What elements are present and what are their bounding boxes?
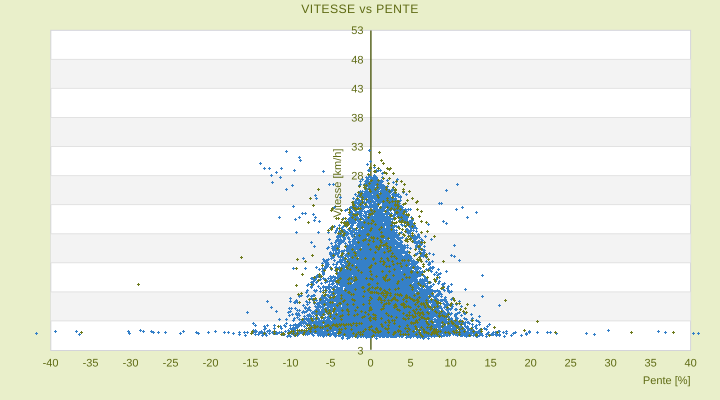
svg-text:28: 28 — [351, 171, 363, 183]
svg-text:40: 40 — [684, 358, 696, 370]
svg-text:30: 30 — [604, 358, 616, 370]
svg-text:10: 10 — [444, 358, 456, 370]
svg-text:Pente [%]: Pente [%] — [643, 375, 691, 387]
svg-text:48: 48 — [351, 54, 363, 66]
svg-text:35: 35 — [644, 358, 656, 370]
svg-text:-30: -30 — [123, 358, 139, 370]
svg-text:3: 3 — [357, 345, 363, 357]
svg-text:5: 5 — [408, 358, 414, 370]
svg-text:20: 20 — [524, 358, 536, 370]
svg-text:0: 0 — [368, 358, 374, 370]
svg-text:VITESSE vs PENTE: VITESSE vs PENTE — [301, 2, 418, 16]
svg-text:15: 15 — [484, 358, 496, 370]
svg-text:38: 38 — [351, 112, 363, 124]
svg-text:-40: -40 — [43, 358, 59, 370]
svg-text:-15: -15 — [243, 358, 259, 370]
svg-text:53: 53 — [351, 25, 363, 37]
svg-text:-10: -10 — [283, 358, 299, 370]
svg-text:-20: -20 — [203, 358, 219, 370]
svg-text:Vitesse [km/h]: Vitesse [km/h] — [332, 149, 344, 218]
svg-text:-5: -5 — [326, 358, 336, 370]
svg-text:43: 43 — [351, 83, 363, 95]
svg-text:-35: -35 — [83, 358, 99, 370]
svg-text:25: 25 — [564, 358, 576, 370]
svg-text:-25: -25 — [163, 358, 179, 370]
svg-text:33: 33 — [351, 141, 363, 153]
